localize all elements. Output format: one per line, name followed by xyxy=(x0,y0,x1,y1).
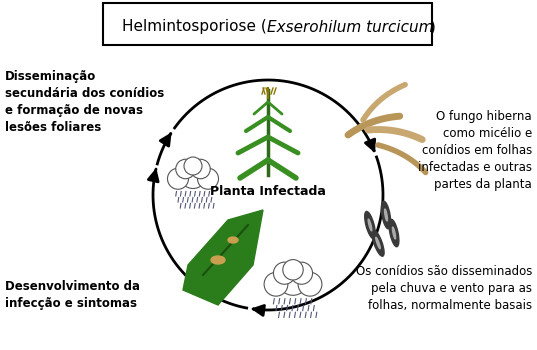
Text: O fungo hiberna
como micélio e
conídios em folhas
infectadas e outras
partes da : O fungo hiberna como micélio e conídios … xyxy=(418,110,532,191)
Text: Planta Infectada: Planta Infectada xyxy=(210,185,326,198)
Circle shape xyxy=(291,262,313,284)
Text: ): ) xyxy=(430,20,436,35)
Ellipse shape xyxy=(228,237,238,243)
Circle shape xyxy=(298,272,322,296)
Text: Desenvolvimento da
infecção e sintomas: Desenvolvimento da infecção e sintomas xyxy=(5,280,140,310)
Ellipse shape xyxy=(384,209,387,221)
Circle shape xyxy=(176,159,195,179)
Polygon shape xyxy=(183,210,263,305)
Ellipse shape xyxy=(372,230,384,256)
Text: Disseminação
secundária dos conídios
e formação de novas
lesões foliares: Disseminação secundária dos conídios e f… xyxy=(5,70,164,134)
Circle shape xyxy=(283,260,303,280)
Circle shape xyxy=(273,262,295,284)
Text: Exserohilum turcicum: Exserohilum turcicum xyxy=(267,20,433,35)
Circle shape xyxy=(264,272,288,296)
Ellipse shape xyxy=(211,256,225,264)
Ellipse shape xyxy=(365,211,375,239)
Circle shape xyxy=(278,265,308,295)
Circle shape xyxy=(179,161,207,189)
Ellipse shape xyxy=(389,219,399,247)
Ellipse shape xyxy=(393,227,396,239)
Circle shape xyxy=(184,157,202,175)
Text: Helmintosporiose (: Helmintosporiose ( xyxy=(122,20,267,35)
Ellipse shape xyxy=(368,219,372,231)
Ellipse shape xyxy=(381,201,390,229)
FancyBboxPatch shape xyxy=(103,3,432,45)
Ellipse shape xyxy=(376,237,380,248)
Circle shape xyxy=(198,168,219,189)
Circle shape xyxy=(191,159,211,179)
Text: Os conídios são disseminados
pela chuva e vento para as
folhas, normalmente basa: Os conídios são disseminados pela chuva … xyxy=(355,265,532,312)
Circle shape xyxy=(168,168,188,189)
